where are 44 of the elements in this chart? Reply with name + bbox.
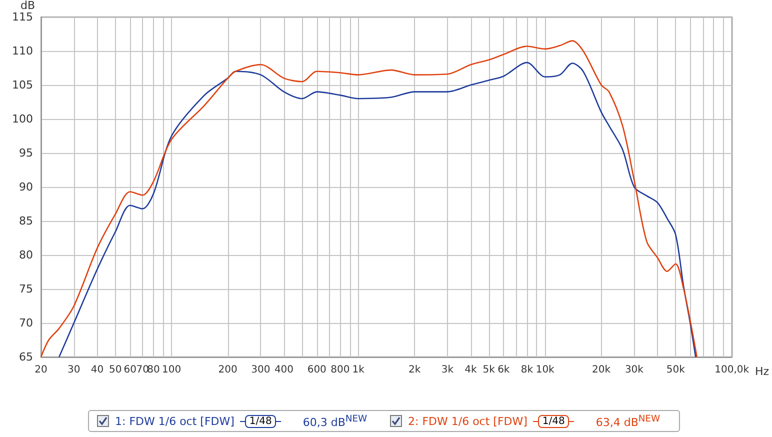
x-tick-label: 800 [330,364,350,376]
x-tick-label: 8k [520,364,534,376]
y-tick-label: 100 [12,112,33,126]
x-tick-label: 2k [408,364,421,376]
x-tick-label: 100 [162,364,182,376]
x-tick-label: 300 [251,364,270,376]
text: 63,4 dB$^{NEW}$ [596,413,660,429]
x-tick-label: 10k [536,364,555,376]
y-tick-label: 110 [12,44,33,58]
x-tick-label: 200 [218,364,238,376]
y-tick-label: 105 [12,78,33,92]
y-tick-label: 85 [19,214,33,228]
y-tick-label: 70 [19,316,33,330]
x-tick-label: 60 [124,364,136,376]
y-tick-label: 115 [12,10,33,24]
x-tick-label: 40 [90,364,104,376]
x-tick-label: 1k [352,364,365,376]
x-tick-label: 3k [441,364,454,376]
text: 1: FDW 1/6 oct [FDW] [115,414,234,428]
y-tick-label: 75 [19,282,33,296]
x-tick-label: 100,0k [714,364,750,376]
text: 1/48 [245,414,276,428]
x-tick-label: 6k [498,364,510,376]
text: 2: FDW 1/6 oct [FDW] [408,414,528,428]
x-tick-label: 50k [666,364,686,376]
x-tick-label: 20 [34,364,48,376]
y-tick-label: 95 [19,146,33,160]
y-tick-label: 80 [19,248,33,262]
x-tick-label: 30k [624,364,644,376]
y-tick-label: 65 [19,350,33,364]
y-tick-label: 90 [19,180,33,194]
text: 60,3 dB$^{NEW}$ [302,413,368,429]
y-axis-title: dB [20,0,35,12]
x-tick-label: 600 [307,364,326,376]
x-tick-label: 4k [464,364,478,376]
x-tick-label: 50 [108,364,122,376]
x-tick-label: 5k [482,364,496,376]
x-tick-label: 70 [136,364,149,376]
x-tick-label: 80 [147,364,160,376]
x-tick-label: 30 [68,364,80,376]
x-axis-title: Hz [754,365,770,378]
x-tick-label: 400 [274,364,294,376]
text: 1/48 [538,414,569,428]
x-tick-label: 20k [592,364,611,376]
